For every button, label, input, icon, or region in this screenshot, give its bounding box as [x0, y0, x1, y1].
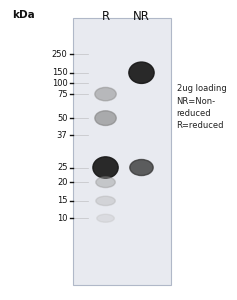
Ellipse shape: [93, 157, 118, 178]
Text: 37: 37: [57, 131, 68, 140]
Ellipse shape: [96, 196, 115, 206]
Ellipse shape: [96, 177, 115, 188]
Text: 10: 10: [57, 214, 68, 223]
Text: kDa: kDa: [12, 11, 35, 20]
Text: 20: 20: [57, 178, 68, 187]
Text: NR: NR: [133, 11, 150, 23]
Ellipse shape: [130, 160, 153, 176]
Text: R: R: [101, 11, 109, 23]
Text: 75: 75: [57, 90, 68, 99]
Text: 250: 250: [52, 50, 68, 58]
Text: 15: 15: [57, 196, 68, 206]
Ellipse shape: [97, 214, 114, 222]
Text: 25: 25: [57, 163, 68, 172]
FancyBboxPatch shape: [73, 18, 171, 285]
Text: 2ug loading
NR=Non-
reduced
R=reduced: 2ug loading NR=Non- reduced R=reduced: [177, 84, 226, 130]
Text: 50: 50: [57, 114, 68, 123]
Ellipse shape: [95, 111, 116, 125]
Ellipse shape: [129, 62, 154, 83]
Text: 100: 100: [52, 79, 68, 88]
Text: 150: 150: [52, 68, 68, 77]
Ellipse shape: [95, 87, 116, 101]
